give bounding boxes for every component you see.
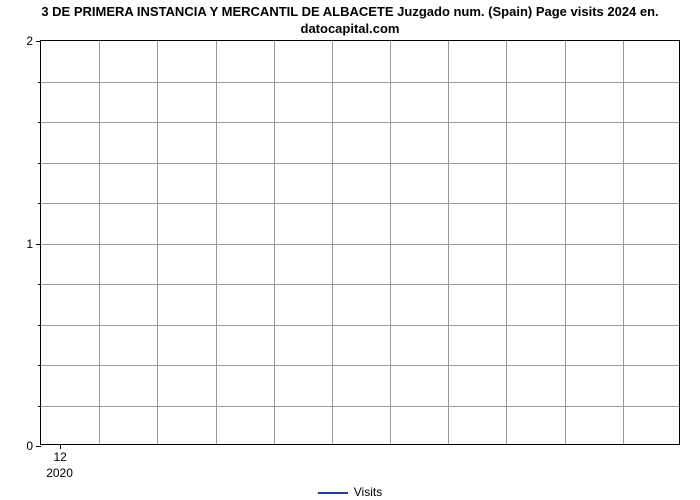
chart-title: 3 DE PRIMERA INSTANCIA Y MERCANTIL DE AL… [0, 4, 700, 38]
gridline-v [332, 41, 333, 444]
y-minor-tick [38, 163, 41, 164]
gridline-h [41, 365, 679, 366]
gridline-v [565, 41, 566, 444]
y-minor-tick [38, 365, 41, 366]
legend-label: Visits [354, 485, 382, 499]
plot-area: 012122020 [40, 40, 680, 445]
gridline-h [41, 284, 679, 285]
x-tick-label: 12 [54, 444, 67, 464]
legend-swatch [318, 492, 348, 494]
gridline-v [216, 41, 217, 444]
y-tick-mark [36, 41, 41, 42]
y-minor-tick [38, 82, 41, 83]
gridline-h [41, 203, 679, 204]
chart-container: 3 DE PRIMERA INSTANCIA Y MERCANTIL DE AL… [0, 0, 700, 500]
legend: Visits [0, 485, 700, 499]
gridline-h [41, 406, 679, 407]
gridline-h [41, 122, 679, 123]
title-line-2: datocapital.com [301, 21, 400, 36]
title-line-1: 3 DE PRIMERA INSTANCIA Y MERCANTIL DE AL… [41, 4, 658, 19]
gridline-v [99, 41, 100, 444]
y-minor-tick [38, 325, 41, 326]
gridline-v [390, 41, 391, 444]
y-minor-tick [38, 406, 41, 407]
gridline-h [41, 82, 679, 83]
gridline-h [41, 163, 679, 164]
gridline-v [448, 41, 449, 444]
gridline-v [623, 41, 624, 444]
gridline-h [41, 325, 679, 326]
y-tick-mark [36, 446, 41, 447]
y-tick-mark [36, 244, 41, 245]
y-minor-tick [38, 203, 41, 204]
y-minor-tick [38, 122, 41, 123]
x-year-label: 2020 [46, 466, 73, 480]
gridline-v [274, 41, 275, 444]
gridline-v [157, 41, 158, 444]
gridline-v [506, 41, 507, 444]
gridline-h [41, 244, 679, 245]
y-minor-tick [38, 284, 41, 285]
